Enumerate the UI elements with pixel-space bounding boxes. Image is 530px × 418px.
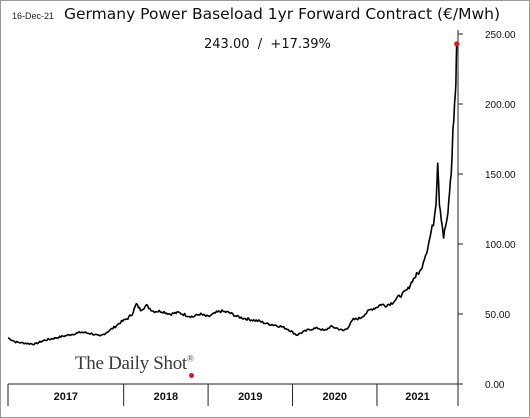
y-tick-label: 100.00 xyxy=(485,240,516,251)
series-line xyxy=(7,43,458,346)
x-category-label: 2019 xyxy=(238,391,262,403)
percent-change: +17.39% xyxy=(270,37,331,52)
x-category-label: 2021 xyxy=(405,391,429,403)
brand-dot xyxy=(189,373,194,378)
last-value: 243.00 xyxy=(204,37,250,52)
x-category-label: 2018 xyxy=(154,391,178,403)
y-tick-label: 150.00 xyxy=(485,170,516,181)
y-tick-label: 200.00 xyxy=(485,100,516,111)
chart-date: 16-Dec-21 xyxy=(12,11,55,21)
y-tick-label: 50.00 xyxy=(485,310,510,321)
brand-name: The Daily Shot xyxy=(75,353,187,374)
latest-value-summary: 243.00 / +17.39% xyxy=(204,37,331,52)
brand-registered-mark: ® xyxy=(186,353,194,364)
chart-title: Germany Power Baseload 1yr Forward Contr… xyxy=(64,5,501,23)
y-tick-label: 250.00 xyxy=(485,30,516,41)
x-category-label: 2017 xyxy=(54,391,78,403)
last-point-marker xyxy=(454,41,460,47)
value-separator: / xyxy=(257,37,263,52)
brand-logo: The Daily Shot® xyxy=(75,353,194,375)
y-tick-label: 0.00 xyxy=(485,380,505,391)
x-category-label: 2020 xyxy=(322,391,346,403)
